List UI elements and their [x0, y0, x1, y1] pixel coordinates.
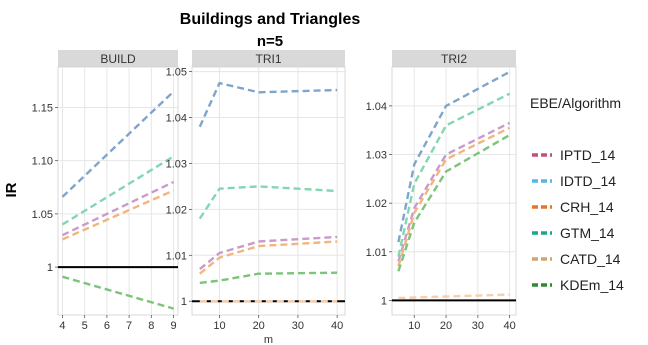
- legend-entry: CATD_14: [560, 251, 621, 267]
- plot-area: [57, 66, 179, 316]
- x-tick-label: 8: [148, 320, 154, 332]
- series-line-iptd_14: [397, 121, 511, 262]
- y-tick-label: 1.15: [32, 102, 53, 114]
- legend: EBE/Algorithm IPTD_14 IDTD_14 CRH_14 GTM_14…: [530, 95, 624, 293]
- y-tick-label: 1.04: [366, 101, 387, 113]
- y-tick-label: 1.03: [366, 150, 387, 162]
- series-line-kdem_14: [62, 275, 174, 310]
- y-tick-label: 1.05: [166, 67, 187, 79]
- x-tick-label: 5: [82, 320, 88, 332]
- series-line-iptd_14: [199, 235, 338, 271]
- y-tick-label: 1.02: [166, 204, 187, 216]
- series-line-catd_14: [199, 240, 338, 275]
- series-line-catd_14: [61, 189, 175, 241]
- y-tick-label: 1.10: [32, 156, 53, 168]
- legend-entry: KDEm_14: [560, 277, 624, 293]
- panel-strip: [58, 50, 178, 67]
- series-line-gtm_14: [198, 185, 338, 220]
- panel-strip-label: TRI2: [441, 52, 467, 66]
- y-tick-label: 1: [381, 295, 387, 307]
- series-line-idtd_14: [397, 70, 511, 243]
- plot-area: [391, 66, 517, 316]
- x-tick-label: 20: [440, 320, 452, 332]
- series-line-idtd_14: [61, 90, 175, 198]
- x-tick-label: 10: [408, 320, 420, 332]
- series-line-kdem_14: [199, 271, 338, 285]
- series-line-crh_14: [398, 293, 510, 300]
- panel-strip-label: BUILD: [100, 52, 136, 66]
- panel-strip-label: TRI1: [255, 52, 281, 66]
- x-tick-label: 6: [104, 320, 110, 332]
- y-tick-label: 1.04: [166, 113, 187, 125]
- y-tick-label: 1.03: [166, 158, 187, 170]
- x-tick-label: 9: [170, 320, 176, 332]
- y-tick-label: 1.02: [366, 198, 387, 210]
- series-line-catd_14: [397, 126, 511, 267]
- x-tick-label: 7: [126, 320, 132, 332]
- x-tick-label: 30: [472, 320, 484, 332]
- x-tick-label: 20: [253, 320, 265, 332]
- chart-subtitle: n=5: [257, 33, 283, 50]
- x-tick-label: 40: [331, 320, 343, 332]
- panel-strip: [392, 50, 516, 67]
- legend-entry: IPTD_14: [560, 147, 615, 163]
- legend-title: EBE/Algorithm: [530, 95, 621, 111]
- y-tick-label: 1.01: [366, 247, 387, 259]
- x-tick-label: 30: [292, 320, 304, 332]
- series-line-gtm_14: [397, 92, 511, 257]
- x-tick-label: 4: [59, 320, 65, 332]
- panel-build: BUILD 4 5 6 7 8 9 1 1.05 1.10 1.15: [32, 50, 179, 332]
- series-line-idtd_14: [198, 81, 338, 128]
- legend-entry: IDTD_14: [560, 173, 616, 189]
- panel-tri1: TRI1 10 20 30 40 1 1.01 1.02 1.03 1.04 1.05 m: [166, 50, 346, 345]
- y-tick-label: 1: [181, 296, 187, 308]
- panel-tri2: TRI2 10 20 30 40 1 1.01 1.02 1.03 1.04: [366, 50, 517, 332]
- legend-entry: GTM_14: [560, 225, 615, 241]
- y-tick-label: 1.05: [32, 209, 53, 221]
- y-tick-label: 1.01: [166, 250, 187, 262]
- series-line-iptd_14: [61, 180, 175, 237]
- x-axis-label: m: [264, 334, 273, 345]
- x-tick-label: 40: [504, 320, 516, 332]
- chart-title: Buildings and Triangles: [180, 11, 361, 28]
- panel-strip: [192, 50, 345, 67]
- y-tick-label: 1: [47, 262, 53, 274]
- x-tick-label: 10: [213, 320, 225, 332]
- series-line-kdem_14: [397, 134, 511, 272]
- y-axis-label: IR: [3, 182, 20, 197]
- legend-entry: CRH_14: [560, 199, 614, 215]
